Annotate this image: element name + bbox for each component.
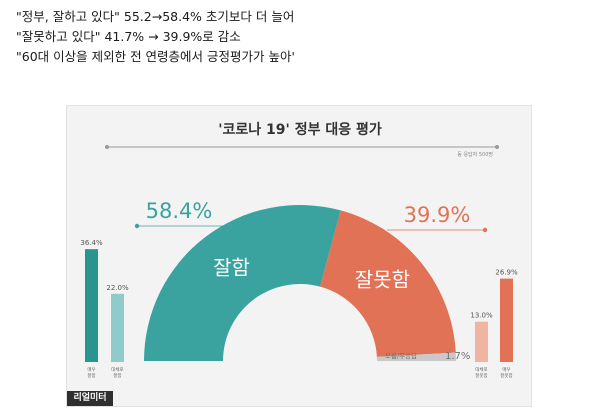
headline-3: "60대 이상을 제외한 전 연령층에서 긍정평가가 높아' bbox=[16, 49, 295, 64]
bar-1-1 bbox=[111, 293, 124, 362]
headline-1: "정부, 잘하고 있다" 55.2→58.4% 초기보다 더 늘어 bbox=[16, 9, 295, 24]
headline-2: "잘못하고 있다" 41.7% → 39.9%로 감소 bbox=[16, 29, 241, 44]
bar-value-1-1: 22.0% bbox=[106, 284, 129, 292]
callout-dot-1 bbox=[482, 227, 488, 233]
bar-category-1-0: 매우 잘함 bbox=[87, 366, 95, 379]
slice-2 bbox=[376, 352, 457, 361]
bar-category-2-1: 매우 잘못함 bbox=[500, 366, 512, 379]
brand-logo: 리얼미터 bbox=[67, 391, 113, 406]
callout-dot-0 bbox=[134, 223, 140, 229]
bar-value-1-0: 36.4% bbox=[80, 239, 103, 247]
title-divider-end-right bbox=[495, 145, 499, 149]
chart-note: 동 응답자 500명 bbox=[457, 151, 493, 158]
headline-list: "정부, 잘하고 있다" 55.2→58.4% 초기보다 더 늘어 "잘못하고 … bbox=[16, 7, 586, 67]
bar-1-0 bbox=[85, 249, 98, 362]
slice-label-0: 잘함 bbox=[213, 256, 250, 280]
callout-value-1: 39.9% bbox=[404, 203, 471, 227]
callout-value-0: 58.4% bbox=[146, 199, 213, 223]
slice-0 bbox=[144, 204, 341, 361]
title-divider-end-left bbox=[105, 145, 109, 149]
bar-value-2-0: 13.0% bbox=[470, 312, 493, 320]
slice-label-1: 잘못함 bbox=[355, 268, 410, 292]
bar-category-1-1: 대체로 잘함 bbox=[111, 366, 123, 379]
bar-value-2-1: 26.9% bbox=[495, 269, 518, 277]
slice-1 bbox=[320, 210, 456, 357]
slice-value-2: 1.7% bbox=[445, 351, 470, 362]
bar-2-0 bbox=[475, 321, 488, 362]
bar-group: 36.4% 매우 잘함 22.0% 대체로 잘함 13.0% 대체로 잘못함 26.9% 매우 잘못함 bbox=[80, 239, 518, 379]
bar-category-2-0: 대체로 잘못함 bbox=[475, 366, 487, 379]
chart-title: '코로나 19' 정부 대응 평가 bbox=[218, 121, 382, 138]
bar-2-1 bbox=[500, 278, 513, 362]
slice-label-2: 모름/무응답 bbox=[385, 352, 417, 360]
